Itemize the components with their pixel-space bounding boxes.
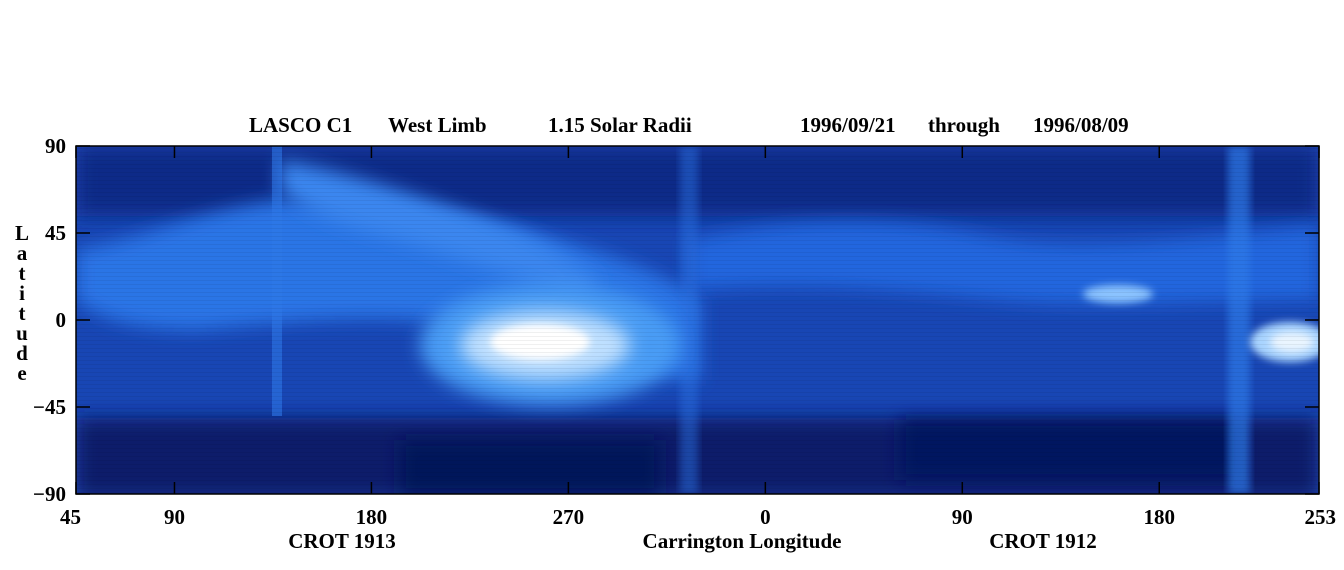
rotation-label-left: CROT 1913: [288, 529, 396, 553]
x-tick-label: 270: [553, 505, 585, 529]
title-limb: West Limb: [388, 113, 487, 137]
y-axis-label-letter: i: [19, 281, 25, 305]
y-axis-label-letter: a: [17, 241, 28, 265]
y-tick-label: −90: [33, 482, 66, 506]
y-axis-label-letter: L: [15, 221, 29, 245]
title-end-date: 1996/08/09: [1033, 113, 1129, 137]
y-tick-label: 45: [45, 221, 66, 245]
rotation-label-right: CROT 1912: [989, 529, 1097, 553]
x-tick-label: 90: [164, 505, 185, 529]
x-tick-label: 253: [1305, 505, 1337, 529]
y-tick-label: 90: [45, 134, 66, 158]
y-axis-label-letter: t: [19, 261, 26, 285]
heatmap-scan-texture: [76, 146, 1319, 494]
title-through: through: [928, 113, 1000, 137]
heatmap: [76, 146, 1319, 494]
y-tick-label: 0: [56, 308, 67, 332]
x-tick-label: 45: [60, 505, 81, 529]
chart-title: LASCO C1 West Limb 1.15 Solar Radii 1996…: [249, 113, 1129, 137]
x-tick-label: 90: [952, 505, 973, 529]
y-axis-label-letter: t: [19, 301, 26, 325]
x-axis: 45 90 180 270 0 90 180 253: [60, 146, 1336, 529]
x-tick-label: 0: [760, 505, 771, 529]
x-axis-label: Carrington Longitude: [643, 529, 842, 553]
y-axis-label-letter: u: [16, 321, 28, 345]
y-axis-label-letter: e: [17, 361, 26, 385]
x-tick-label: 180: [1143, 505, 1175, 529]
x-tick-label: 180: [356, 505, 388, 529]
y-axis: 90 45 0 −45 −90: [33, 134, 1319, 506]
title-start-date: 1996/09/21: [800, 113, 896, 137]
y-tick-label: −45: [33, 395, 66, 419]
title-instrument: LASCO C1: [249, 113, 352, 137]
y-axis-label-letter: d: [16, 341, 28, 365]
title-height: 1.15 Solar Radii: [548, 113, 692, 137]
